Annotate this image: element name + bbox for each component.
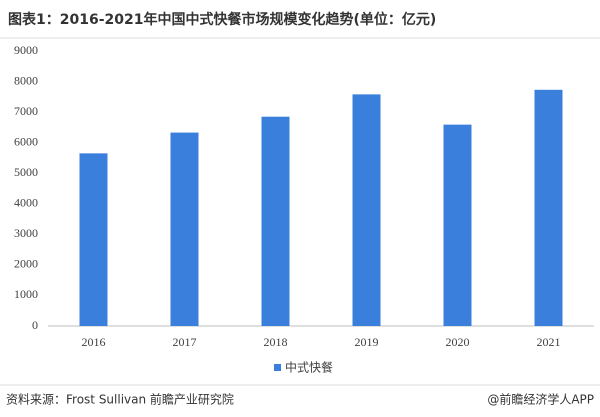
x-tick-label: 2019 (355, 335, 379, 349)
x-tick-label: 2020 (446, 335, 470, 349)
y-tick-label: 8000 (14, 73, 38, 87)
legend-swatch (274, 364, 281, 371)
y-tick-label: 5000 (14, 165, 38, 179)
x-tick-label: 2018 (264, 335, 288, 349)
x-tick-label: 2016 (82, 335, 106, 349)
y-tick-label: 9000 (14, 43, 38, 57)
y-tick-label: 1000 (14, 287, 38, 301)
bar (443, 124, 472, 326)
x-tick-label: 2021 (537, 335, 561, 349)
x-tick-label: 2017 (173, 335, 197, 349)
credit: @前瞻经济学人APP (487, 392, 594, 407)
y-tick-label: 3000 (14, 226, 38, 240)
y-tick-label: 6000 (14, 134, 38, 148)
bar (534, 89, 563, 326)
y-tick-label: 0 (32, 318, 38, 332)
bar (261, 116, 290, 326)
chart-title: 图表1：2016-2021年中国中式快餐市场规模变化趋势(单位：亿元) (8, 11, 436, 28)
legend-label: 中式快餐 (285, 360, 333, 375)
bar (352, 94, 381, 326)
y-tick-label: 4000 (14, 196, 38, 210)
y-tick-label: 7000 (14, 104, 38, 118)
y-tick-label: 2000 (14, 257, 38, 271)
bar (170, 132, 199, 326)
source: 资料来源：Frost Sullivan 前瞻产业研究院 (6, 392, 234, 407)
bar (79, 153, 108, 326)
